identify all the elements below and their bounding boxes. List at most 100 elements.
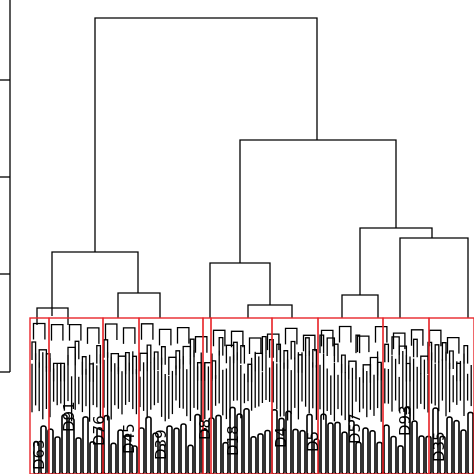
leaf-label-glyph (411, 420, 418, 474)
merge-bracket (32, 322, 46, 340)
merge-bracket (68, 323, 82, 341)
leaf-labels: D63 D91 D76 D45 D39 D8 D18 D4 D5 D57 D93… (30, 401, 448, 470)
leaf-label-glyph (250, 436, 257, 474)
merge-bracket (240, 344, 246, 364)
leaf-label-glyph (334, 421, 341, 474)
leaf-label-glyph (110, 442, 117, 474)
leaf-label-glyph (299, 429, 306, 474)
low-level-merges (31, 322, 469, 383)
merge-bracket (122, 327, 136, 344)
leaf-label-glyph (460, 429, 467, 474)
merge-bracket (196, 362, 202, 381)
leaf-label-glyph (390, 435, 397, 474)
merge-bracket (463, 344, 469, 364)
merge-bracket (218, 336, 224, 356)
cluster-boxes (29, 317, 474, 474)
leaf-label-glyph (243, 408, 250, 474)
merge-bracket (158, 328, 172, 346)
leaf-label: D93 (396, 405, 414, 436)
leaf-label-glyph (327, 422, 334, 474)
merge-bracket (456, 362, 462, 382)
merge-bracket (248, 337, 262, 354)
leaf-label-glyph (173, 427, 180, 474)
branch (209, 262, 271, 318)
branch (117, 292, 161, 318)
merge-bracket (261, 335, 267, 355)
merge-bracket (194, 336, 208, 353)
merge-bracket (266, 333, 280, 351)
merge-bracket (312, 348, 318, 368)
leaf-label-glyph (180, 423, 187, 474)
leaf-label: D91 (60, 401, 78, 432)
merge-bracket (348, 360, 357, 380)
merge-bracket (74, 340, 80, 360)
leaf-label-glyph (194, 413, 201, 474)
merge-bracket (405, 362, 411, 382)
merge-bracket (333, 343, 339, 363)
merge-bracket (103, 339, 109, 358)
merge-bracket (304, 337, 310, 356)
branch (399, 237, 469, 318)
merge-bracket (230, 330, 244, 348)
leaf-label: D5 (304, 431, 322, 452)
leaf-label-glyph (117, 429, 124, 474)
merge-bracket (355, 334, 361, 354)
merge-bracket (104, 323, 118, 340)
branch (341, 294, 379, 318)
leaf-label-glyph (446, 416, 453, 474)
merge-bracket (398, 345, 408, 365)
leaf-label-glyph (54, 436, 61, 474)
leaf-label: D76 (90, 415, 108, 446)
merge-bracket (376, 361, 382, 381)
merge-bracket (340, 354, 346, 374)
merge-bracket (153, 351, 159, 370)
merge-bracket (302, 334, 316, 352)
branch (359, 227, 433, 295)
leaf-label-glyph (264, 429, 271, 474)
leaf-label-glyph (187, 444, 194, 474)
merge-bracket (448, 350, 454, 369)
leaf-label-glyph (467, 411, 474, 474)
merge-bracket (369, 356, 379, 376)
leaf-label-glyph (166, 425, 173, 474)
merge-bracket (81, 356, 87, 375)
leaf-label: D39 (152, 429, 170, 460)
merge-bracket (392, 332, 406, 350)
leaf-label-glyph (131, 445, 138, 474)
merge-bracket (45, 353, 51, 372)
leaf-label-glyph (383, 424, 390, 474)
root-merge (94, 17, 318, 252)
upper-branches (36, 17, 469, 325)
merge-bracket (86, 327, 100, 344)
merge-bracket (212, 329, 226, 347)
merge-bracket (60, 362, 66, 382)
merge-bracket (284, 327, 298, 345)
merge-bracket (176, 326, 190, 344)
branch (247, 304, 293, 318)
leaf-label-glyph (432, 407, 439, 474)
leaf-label-glyph (103, 414, 110, 474)
merge-bracket (297, 354, 303, 373)
leaf-label-glyph (47, 428, 54, 474)
merge-bracket (320, 329, 334, 347)
merge-bracket (124, 351, 130, 371)
leaf-label-glyph (222, 441, 229, 474)
merge-bracket (88, 363, 94, 382)
merge-bracket (338, 325, 352, 343)
leaf-label-glyph (355, 441, 362, 474)
merge-bracket (374, 325, 388, 343)
leaf-label: D63 (30, 439, 48, 470)
merge-bracket (160, 346, 166, 365)
leaf-label-glyph (236, 413, 243, 474)
merge-bracket (31, 341, 37, 360)
leaf-label-glyph (341, 431, 348, 474)
merge-bracket (50, 323, 64, 341)
merge-bracket (420, 355, 429, 375)
leaf-label: D8 (196, 419, 214, 440)
leaf-label-glyph (124, 433, 131, 474)
merge-bracket (132, 355, 138, 375)
leaf-label-glyph (33, 440, 40, 474)
leaf-label-glyph (313, 438, 320, 474)
leaf-label-glyph (418, 435, 425, 474)
